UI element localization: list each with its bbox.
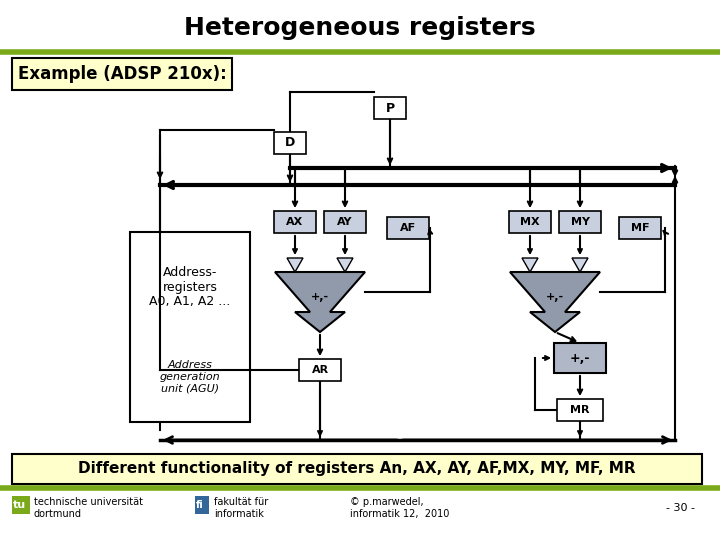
Bar: [324, 211, 366, 233]
Text: AX: AX: [287, 217, 304, 227]
Text: +,-: +,-: [570, 352, 590, 365]
Bar: [299, 359, 341, 381]
Polygon shape: [510, 272, 600, 332]
Bar: [619, 217, 661, 239]
Text: - 30 -: - 30 -: [666, 503, 695, 513]
Text: AY: AY: [337, 217, 353, 227]
Bar: [195, 496, 209, 514]
Bar: [559, 211, 601, 233]
Text: tu: tu: [13, 500, 26, 510]
Polygon shape: [275, 272, 365, 332]
Text: P: P: [385, 102, 395, 114]
Text: MR: MR: [570, 405, 590, 415]
Bar: [557, 399, 603, 421]
Bar: [274, 211, 316, 233]
Text: dortmund: dortmund: [34, 509, 82, 519]
Bar: [374, 97, 406, 119]
Text: informatik 12,  2010: informatik 12, 2010: [350, 509, 449, 519]
Text: Address-
registers
A0, A1, A2 ...: Address- registers A0, A1, A2 ...: [149, 266, 230, 308]
Bar: [387, 217, 429, 239]
Polygon shape: [287, 258, 303, 272]
Bar: [274, 132, 306, 154]
Text: fakultät für: fakultät für: [214, 497, 269, 507]
Text: fi: fi: [196, 500, 204, 510]
Text: Example (ADSP 210x):: Example (ADSP 210x):: [17, 65, 226, 83]
Bar: [509, 211, 551, 233]
Text: informatik: informatik: [214, 509, 264, 519]
Text: D: D: [285, 137, 295, 150]
Text: Different functionality of registers An, AX, AY, AF,MX, MY, MF, MR: Different functionality of registers An,…: [78, 462, 636, 476]
Text: +,-: +,-: [546, 292, 564, 302]
Polygon shape: [572, 258, 588, 272]
Text: AR: AR: [312, 365, 328, 375]
Text: MF: MF: [631, 223, 649, 233]
Text: +,-: +,-: [311, 292, 329, 302]
Polygon shape: [522, 258, 538, 272]
Text: technische universität: technische universität: [34, 497, 143, 507]
Text: MY: MY: [570, 217, 590, 227]
Text: Heterogeneous registers: Heterogeneous registers: [184, 16, 536, 40]
Text: MX: MX: [520, 217, 540, 227]
Bar: [12, 496, 30, 514]
Bar: [12, 58, 232, 90]
Bar: [130, 232, 250, 422]
Bar: [12, 454, 702, 484]
Polygon shape: [337, 258, 353, 272]
Text: © p.marwedel,: © p.marwedel,: [350, 497, 423, 507]
Bar: [554, 343, 606, 373]
Text: AF: AF: [400, 223, 416, 233]
Text: Address
generation
unit (AGU): Address generation unit (AGU): [160, 360, 220, 394]
